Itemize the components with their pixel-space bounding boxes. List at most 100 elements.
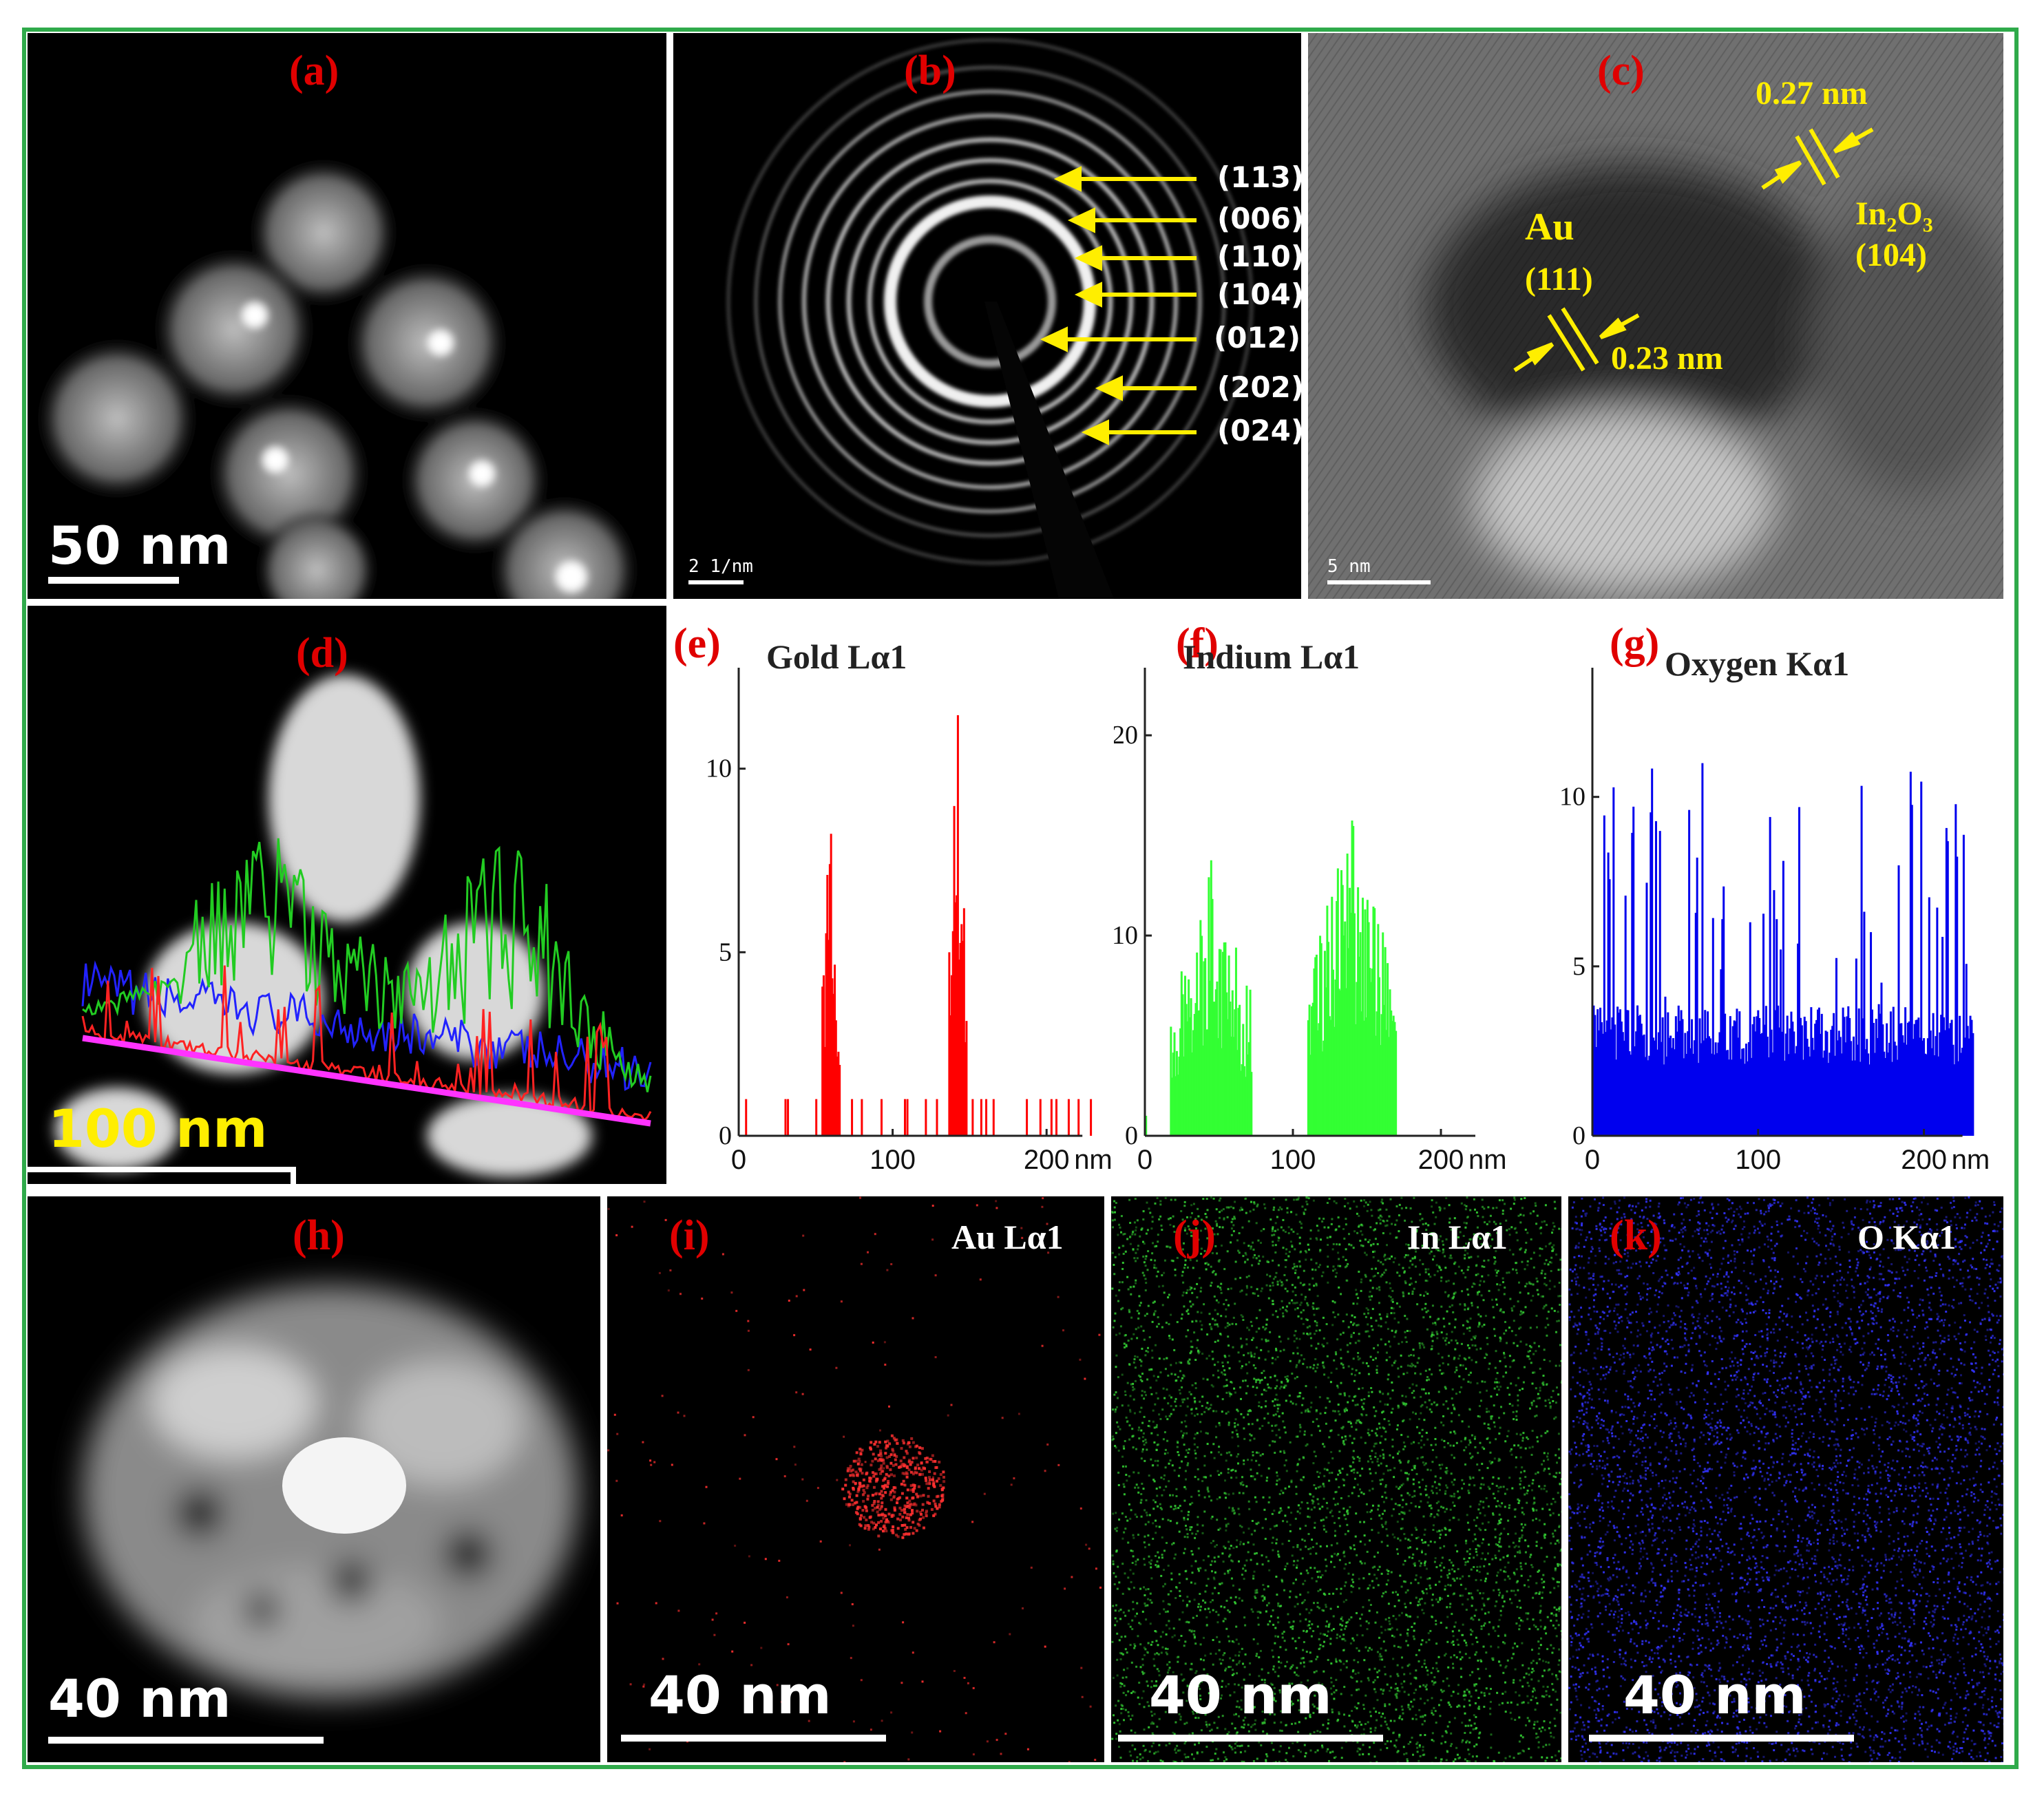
panel-label-b: (b) [904, 47, 956, 94]
lattice-fringe-image [1308, 33, 2003, 599]
o-map-dots [1568, 1196, 2003, 1762]
nanoparticle-cluster-image [34, 157, 640, 599]
x-tick-label: 200 [1024, 1145, 1070, 1175]
in-symbol: In [1855, 195, 1887, 232]
scale-bar-b [688, 580, 744, 584]
y-tick-label: 5 [719, 938, 732, 966]
in2o3-plane-label: (104) [1855, 237, 1927, 273]
au-map-dots [607, 1196, 1104, 1762]
scale-bar-d-tick [291, 1167, 296, 1184]
chart-bars [737, 715, 1093, 1136]
scale-bar-label-k: 40 nm [1623, 1664, 1806, 1726]
panel-label-e: (e) [673, 620, 721, 667]
chart-bars [1145, 821, 1398, 1136]
panel-label-d: (d) [296, 630, 348, 677]
scan-line [82, 1035, 651, 1127]
panel-label-c: (c) [1597, 47, 1645, 94]
plane-label-006: (006) [1217, 202, 1301, 235]
chart-e-title: Gold Lα1 [766, 637, 907, 676]
scale-bar-label-b: 2 1/nm [688, 556, 753, 577]
plane-label-104: (104) [1217, 277, 1301, 311]
element-label-i: Au Lα1 [951, 1218, 1064, 1256]
x-tick-label: 200 [1418, 1145, 1464, 1175]
panel-label-j: (j) [1173, 1212, 1216, 1259]
map-dots [1111, 1196, 1561, 1762]
chart-bars [1591, 763, 1974, 1136]
scale-bar-i [621, 1735, 886, 1742]
au-spacing-label: 0.23 nm [1611, 340, 1723, 377]
panel-h-stem-image: (h) 40 nm [28, 1196, 600, 1762]
linescan-overlay [55, 675, 652, 1177]
o-subscript: 3 [1922, 213, 1933, 237]
in2o3-spacing-label: 0.27 nm [1756, 75, 1868, 112]
diffraction-rings [727, 39, 1253, 599]
plane-label-110: (110) [1217, 240, 1301, 273]
plane-label-202: (202) [1217, 370, 1301, 404]
y-tick-label: 0 [1572, 1121, 1585, 1150]
panel-label-h: (h) [293, 1212, 345, 1259]
y-tick-label: 10 [1559, 783, 1585, 812]
panel-d-linescan: (d) 100 nm [28, 606, 666, 1184]
scale-bar-j [1118, 1735, 1383, 1742]
o-symbol: O [1897, 195, 1923, 232]
y-tick-label: 0 [1125, 1121, 1138, 1150]
figure-frame [22, 28, 2019, 1769]
chart-f: 0 10 20 0 100 200 nm (f) Indium Lα1 [1112, 606, 1555, 1184]
in2o3-label: In2O3 [1855, 195, 1933, 237]
single-particle-image [83, 1286, 578, 1699]
panel-label-f: (f) [1176, 620, 1219, 667]
x-tick-label: 100 [1270, 1145, 1316, 1175]
panel-j-in-map: (j) In Lα1 40 nm [1111, 1196, 1561, 1762]
spacing-marks [1513, 127, 1874, 372]
scale-bar-label-i: 40 nm [649, 1664, 832, 1726]
panel-label-i: (i) [669, 1212, 710, 1259]
map-dots [1568, 1196, 2003, 1762]
y-tick-label: 5 [1572, 952, 1585, 981]
au-label: Au [1525, 206, 1574, 248]
element-label-k: O Kα1 [1857, 1218, 1957, 1256]
scale-bar-label-d: 100 nm [48, 1098, 268, 1159]
plane-label-012: (012) [1214, 321, 1301, 355]
scale-bar-d [28, 1167, 296, 1172]
y-tick-label: 10 [706, 754, 732, 783]
x-unit-label: nm [1468, 1145, 1507, 1175]
panel-k-o-map: (k) O Kα1 40 nm [1568, 1196, 2003, 1762]
chart-f-title: Indium Lα1 [1183, 637, 1360, 676]
x-tick-label: 100 [1735, 1145, 1781, 1175]
scale-bar-k [1589, 1735, 1854, 1742]
scale-bar-label-j: 40 nm [1149, 1664, 1332, 1726]
x-tick-label: 0 [731, 1145, 746, 1175]
chart-g: 0 5 10 0 100 200 nm (g) Oxygen Kα1 [1555, 606, 2009, 1184]
chart-e: 0 5 10 0 100 200 nm (e) Gold Lα1 [673, 606, 1114, 1184]
scale-bar-h [48, 1737, 324, 1744]
scale-bar-label-a: 50 nm [48, 515, 231, 576]
x-unit-label: nm [1952, 1145, 1990, 1175]
linescan-trace [82, 838, 652, 1092]
in-map-dots [1111, 1196, 1561, 1762]
scale-bar-c [1327, 580, 1431, 584]
y-tick-label: 0 [719, 1121, 732, 1150]
x-tick-label: 100 [870, 1145, 916, 1175]
x-tick-label: 0 [1137, 1145, 1152, 1175]
scale-bar-label-c: 5 nm [1327, 556, 1371, 577]
plane-label-024: (024) [1217, 414, 1301, 447]
panel-a-stem-image: (a) 50 nm [28, 33, 666, 599]
chart-g-title: Oxygen Kα1 [1665, 644, 1850, 683]
panel-b-diffraction: (b) (113) (006) (110) (104) (012) (202) … [673, 33, 1301, 599]
panel-label-k: (k) [1610, 1212, 1662, 1259]
plane-arrows [1040, 166, 1197, 445]
scale-bar-label-h: 40 nm [48, 1668, 231, 1729]
scale-bar-a [48, 577, 179, 584]
au-plane-label: (111) [1525, 261, 1593, 297]
x-unit-label: nm [1074, 1145, 1113, 1175]
y-tick-label: 10 [1114, 921, 1138, 950]
element-label-j: In Lα1 [1407, 1218, 1508, 1256]
in-subscript: 2 [1886, 213, 1897, 237]
map-dots [607, 1196, 1104, 1762]
panel-c-hrtem: (c) Au (111) 0.23 nm 0.27 nm In2O3 (104)… [1308, 33, 2003, 599]
y-tick-label: 20 [1114, 721, 1138, 750]
panel-label-a: (a) [289, 47, 339, 94]
panel-i-au-map: (i) Au Lα1 40 nm [607, 1196, 1104, 1762]
